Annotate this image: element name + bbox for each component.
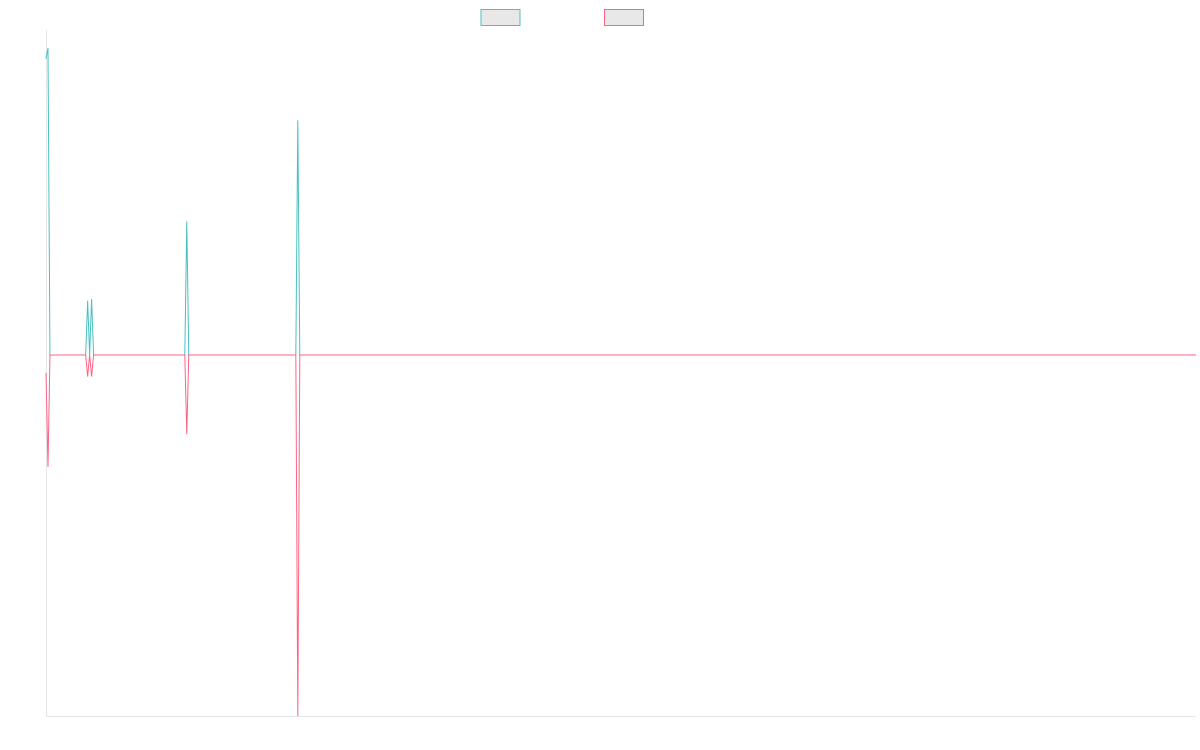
series-layer — [45, 47, 1196, 717]
series-line-2[interactable] — [45, 354, 1196, 717]
legend — [480, 9, 644, 26]
series-line-1[interactable] — [45, 47, 1196, 356]
legend-swatch-series-1 — [480, 9, 521, 26]
legend-item-series-1[interactable] — [480, 9, 521, 26]
legend-item-series-2[interactable] — [604, 9, 644, 26]
axes — [46, 30, 1196, 717]
legend-swatch-series-2 — [604, 9, 644, 26]
